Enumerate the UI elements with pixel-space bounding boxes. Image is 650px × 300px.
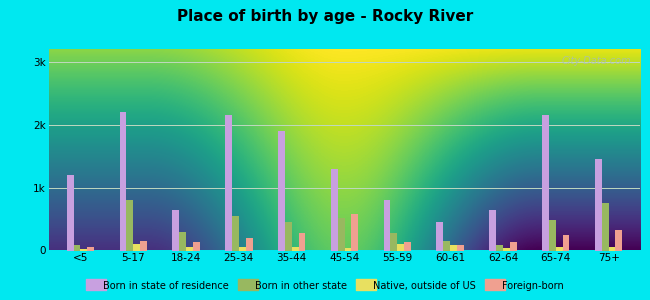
Bar (503, 248, 510, 250)
Bar (337, 218, 345, 250)
Bar (496, 245, 503, 250)
Bar (73, 245, 81, 250)
Bar (133, 244, 140, 250)
Legend: Born in state of residence, Born in other state, Native, outside of US, Foreign-: Born in state of residence, Born in othe… (83, 278, 567, 295)
Bar (404, 242, 411, 250)
Bar (384, 200, 391, 250)
Bar (87, 248, 94, 250)
Bar (81, 249, 87, 250)
Bar (140, 241, 147, 250)
Bar (193, 242, 200, 250)
Bar (443, 241, 450, 250)
Bar (457, 245, 464, 250)
Bar (602, 203, 608, 250)
Text: Place of birth by age - Rocky River: Place of birth by age - Rocky River (177, 9, 473, 24)
Bar (298, 233, 306, 250)
Bar (549, 220, 556, 250)
Bar (563, 235, 569, 250)
Bar (510, 242, 517, 250)
Bar (186, 247, 193, 250)
Bar (67, 175, 73, 250)
Bar (616, 230, 622, 250)
Bar (239, 248, 246, 250)
Bar (556, 248, 563, 250)
Bar (331, 169, 337, 250)
Bar (450, 245, 457, 250)
Bar (391, 233, 397, 250)
Bar (172, 210, 179, 250)
Bar (542, 116, 549, 250)
Bar (126, 200, 133, 250)
Bar (179, 232, 186, 250)
Bar (344, 248, 352, 250)
Bar (232, 216, 239, 250)
Text: City-Data.com: City-Data.com (562, 56, 631, 65)
Bar (595, 159, 602, 250)
Bar (246, 238, 253, 250)
Bar (120, 112, 126, 250)
Bar (436, 222, 443, 250)
Bar (608, 247, 616, 250)
Bar (278, 131, 285, 250)
Bar (489, 210, 496, 250)
Bar (352, 214, 358, 250)
Bar (285, 222, 292, 250)
Bar (225, 116, 232, 250)
Bar (292, 247, 298, 250)
Bar (397, 244, 404, 250)
